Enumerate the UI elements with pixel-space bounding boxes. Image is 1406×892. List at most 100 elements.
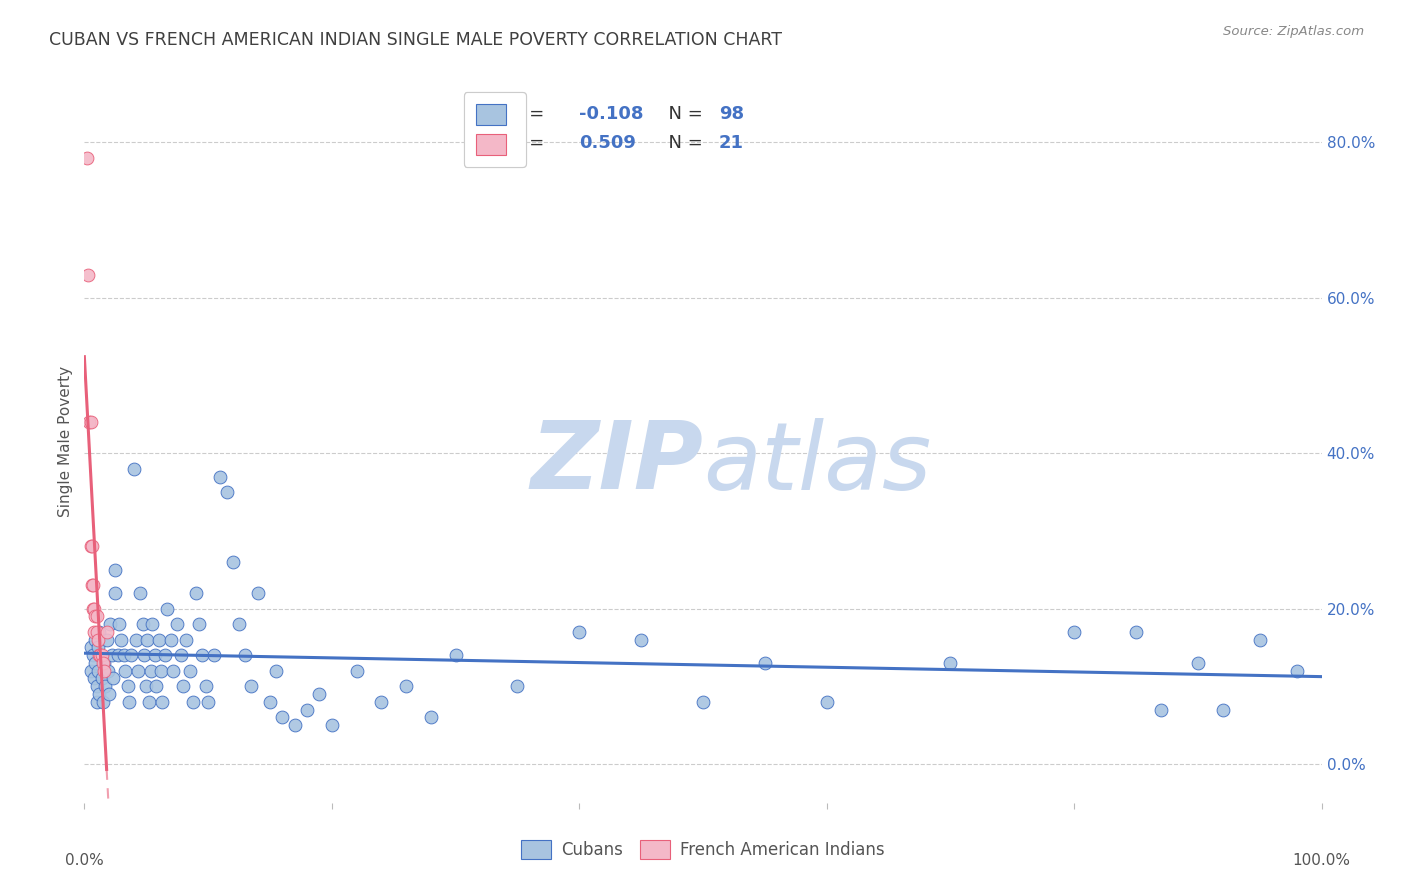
Point xyxy=(94,679,117,693)
Point xyxy=(197,695,219,709)
Point xyxy=(79,640,101,655)
Point xyxy=(148,632,170,647)
Point xyxy=(82,578,104,592)
Text: 21: 21 xyxy=(718,134,744,153)
Text: 98: 98 xyxy=(718,104,744,122)
Point xyxy=(89,624,111,639)
Point xyxy=(246,586,269,600)
Text: N =: N = xyxy=(657,104,709,122)
Text: atlas: atlas xyxy=(703,417,931,508)
Text: -0.108: -0.108 xyxy=(579,104,644,122)
Point xyxy=(125,632,148,647)
Point xyxy=(444,648,467,663)
Point xyxy=(114,664,136,678)
Point xyxy=(84,632,107,647)
Point xyxy=(264,664,287,678)
Point xyxy=(97,664,120,678)
Text: 100.0%: 100.0% xyxy=(1292,854,1351,869)
Point xyxy=(135,679,157,693)
Point xyxy=(89,648,111,663)
Point xyxy=(107,648,129,663)
Point xyxy=(129,586,152,600)
Point xyxy=(87,632,110,647)
Point xyxy=(166,617,188,632)
Point xyxy=(84,656,107,670)
Point xyxy=(308,687,330,701)
Point xyxy=(79,415,101,429)
Point xyxy=(346,664,368,678)
Point xyxy=(82,601,104,615)
Point xyxy=(568,624,591,639)
Point xyxy=(939,656,962,670)
Point xyxy=(370,695,392,709)
Text: Source: ZipAtlas.com: Source: ZipAtlas.com xyxy=(1223,25,1364,38)
Text: R =: R = xyxy=(512,134,550,153)
Point xyxy=(191,648,214,663)
Legend: Cubans, French American Indians: Cubans, French American Indians xyxy=(515,833,891,866)
Point xyxy=(1150,702,1173,716)
Point xyxy=(145,679,167,693)
Point xyxy=(162,664,184,678)
Point xyxy=(228,617,250,632)
Point xyxy=(194,679,217,693)
Point xyxy=(202,648,225,663)
Point xyxy=(136,632,159,647)
Point xyxy=(215,485,238,500)
Point xyxy=(84,609,107,624)
Point xyxy=(815,695,838,709)
Point xyxy=(184,586,207,600)
Point xyxy=(76,151,98,165)
Point xyxy=(1187,656,1209,670)
Point xyxy=(93,664,115,678)
Text: 0.0%: 0.0% xyxy=(65,854,104,869)
Point xyxy=(89,648,111,663)
Point xyxy=(141,664,163,678)
Y-axis label: Single Male Poverty: Single Male Poverty xyxy=(58,366,73,517)
Point xyxy=(86,624,108,639)
Point xyxy=(153,648,176,663)
Legend: , : , xyxy=(464,92,526,167)
Point xyxy=(295,702,318,716)
Text: CUBAN VS FRENCH AMERICAN INDIAN SINGLE MALE POVERTY CORRELATION CHART: CUBAN VS FRENCH AMERICAN INDIAN SINGLE M… xyxy=(49,31,782,49)
Point xyxy=(754,656,776,670)
Point xyxy=(240,679,263,693)
Point xyxy=(87,640,110,655)
Point xyxy=(181,695,204,709)
Point xyxy=(271,710,294,724)
Point xyxy=(188,617,211,632)
Point xyxy=(83,601,105,615)
Point xyxy=(179,664,201,678)
Point xyxy=(93,656,115,670)
Point xyxy=(118,695,141,709)
Point xyxy=(98,617,121,632)
Point xyxy=(120,648,142,663)
Point xyxy=(1212,702,1234,716)
Point xyxy=(98,687,121,701)
Point xyxy=(141,617,163,632)
Point xyxy=(170,648,193,663)
Point xyxy=(1063,624,1085,639)
Point xyxy=(104,586,127,600)
Point xyxy=(222,555,245,569)
Text: 0.509: 0.509 xyxy=(579,134,636,153)
Point xyxy=(122,461,145,475)
Point xyxy=(127,664,149,678)
Point xyxy=(83,624,105,639)
Point xyxy=(104,563,127,577)
Point xyxy=(108,617,131,632)
Point xyxy=(83,672,105,686)
Point xyxy=(150,695,173,709)
Point xyxy=(86,679,108,693)
Point xyxy=(284,718,307,732)
Point xyxy=(419,710,441,724)
Point xyxy=(87,664,110,678)
Point xyxy=(86,695,108,709)
Point xyxy=(89,687,111,701)
Point xyxy=(1125,624,1147,639)
Point xyxy=(96,632,118,647)
Point xyxy=(80,540,103,554)
Point xyxy=(132,648,155,663)
Point xyxy=(100,648,122,663)
Point xyxy=(692,695,714,709)
Point xyxy=(156,601,179,615)
